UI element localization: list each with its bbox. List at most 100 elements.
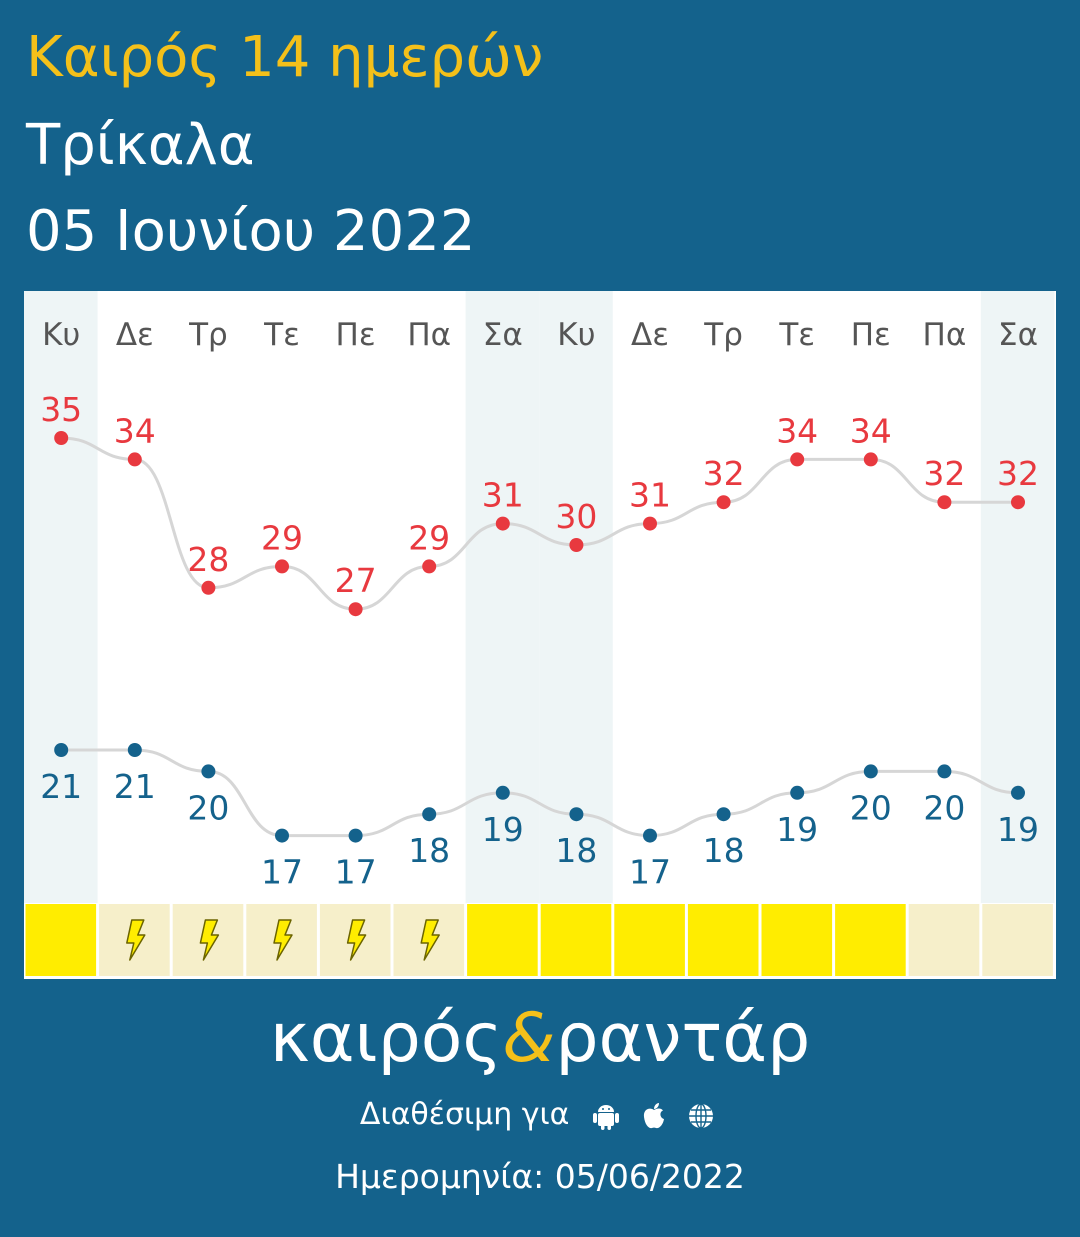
low-temp-label: 17 bbox=[629, 853, 671, 892]
weekend-band bbox=[465, 291, 540, 903]
low-temp-label: 20 bbox=[850, 788, 892, 827]
high-temp-label: 28 bbox=[187, 540, 229, 579]
weather-cell-sun bbox=[687, 904, 759, 976]
day-label: Πα bbox=[407, 317, 451, 353]
thunder-icon bbox=[126, 919, 146, 961]
low-temp-point bbox=[201, 764, 216, 779]
high-temp-point bbox=[422, 559, 437, 574]
high-temp-point bbox=[790, 452, 805, 467]
low-temp-label: 18 bbox=[555, 831, 597, 870]
footer-date: Ημερομηνία: 05/06/2022 bbox=[335, 1157, 745, 1196]
page-title: Καιρός 14 ημερών bbox=[26, 25, 544, 90]
low-temp-label: 19 bbox=[997, 810, 1039, 849]
low-temp-label: 17 bbox=[335, 853, 377, 892]
day-label: Πε bbox=[851, 317, 891, 353]
high-temp-label: 35 bbox=[40, 390, 82, 429]
weather-cell-sun bbox=[835, 904, 906, 976]
high-temp-label: 34 bbox=[114, 411, 156, 450]
weekend-band bbox=[24, 291, 98, 903]
high-temp-label: 29 bbox=[261, 518, 303, 557]
low-temp-point bbox=[422, 807, 437, 822]
low-temp-point bbox=[643, 828, 657, 843]
low-temp-label: 18 bbox=[703, 831, 745, 870]
high-temp-point bbox=[54, 431, 69, 445]
high-temp-label: 32 bbox=[923, 454, 965, 493]
day-label: Τρ bbox=[703, 317, 743, 353]
high-temp-point bbox=[495, 516, 510, 531]
low-temp-label: 21 bbox=[40, 767, 82, 806]
high-temp-point bbox=[127, 452, 142, 467]
forecast-chart: Κυ Δε Τρ Τε Πε Πα Σα Κυ Δε Τρ Τε Πε Πα Σα 35 34 28 29 27 29… bbox=[24, 291, 1056, 979]
low-temp-point bbox=[348, 828, 363, 843]
high-temp-point bbox=[275, 559, 289, 574]
low-temp-point bbox=[937, 764, 952, 779]
high-temp-label: 31 bbox=[629, 476, 671, 515]
high-temp-label: 32 bbox=[703, 454, 745, 493]
low-temp-line bbox=[61, 748, 1019, 838]
high-temp-point bbox=[643, 516, 657, 531]
low-temp-label: 21 bbox=[114, 767, 156, 806]
thunder-icon bbox=[273, 919, 293, 961]
high-temp-label: 32 bbox=[997, 454, 1039, 493]
high-temp-point bbox=[937, 495, 952, 510]
apple-icon[interactable] bbox=[639, 1101, 669, 1131]
low-temp-label: 18 bbox=[408, 831, 450, 870]
day-label: Κυ bbox=[42, 317, 80, 353]
day-label: Κυ bbox=[557, 317, 595, 353]
low-temp-point bbox=[127, 743, 142, 757]
low-temp-point bbox=[716, 807, 731, 822]
weekend-band bbox=[539, 291, 613, 903]
day-label: Δε bbox=[631, 317, 669, 353]
low-temp-point bbox=[863, 764, 878, 779]
thunder-icon bbox=[346, 919, 367, 961]
day-label: Πε bbox=[336, 317, 376, 353]
day-label: Τε bbox=[263, 317, 300, 353]
day-label: Πα bbox=[923, 317, 967, 353]
city-name: Τρίκαλα bbox=[26, 113, 255, 178]
brand-right: ραντάρ bbox=[555, 999, 811, 1078]
high-temp-point bbox=[863, 452, 878, 467]
low-temp-point bbox=[495, 785, 510, 800]
forecast-chart-svg: Κυ Δε Τρ Τε Πε Πα Σα Κυ Δε Τρ Τε Πε Πα Σα 35 34 28 29 27 29… bbox=[24, 291, 1055, 976]
thunder-icon bbox=[199, 919, 220, 961]
weather-cell-sun bbox=[540, 904, 612, 976]
low-temp-point bbox=[275, 828, 289, 843]
low-temp-label: 20 bbox=[923, 788, 965, 827]
brand-left: καιρός bbox=[269, 999, 503, 1078]
day-label: Σα bbox=[483, 317, 523, 353]
high-temp-label: 34 bbox=[850, 411, 892, 450]
high-temp-label: 34 bbox=[776, 411, 818, 450]
day-label: Τρ bbox=[188, 317, 228, 353]
brand-ampersand: & bbox=[502, 999, 556, 1078]
day-label: Τε bbox=[778, 317, 815, 353]
day-label: Δε bbox=[116, 317, 154, 353]
weather-cell-pale bbox=[908, 904, 980, 976]
forecast-date: 05 Ιουνίου 2022 bbox=[26, 199, 476, 264]
high-temp-label: 27 bbox=[335, 561, 377, 600]
weather-cell-sun bbox=[614, 904, 685, 976]
weather-cell-sun bbox=[467, 904, 538, 976]
weather-cell-sun bbox=[761, 904, 833, 976]
globe-icon[interactable] bbox=[686, 1101, 716, 1131]
high-temp-point bbox=[1011, 495, 1025, 510]
day-label: Σα bbox=[998, 317, 1038, 353]
android-icon[interactable] bbox=[591, 1101, 621, 1131]
availability-row: Διαθέσιμη για bbox=[0, 1100, 1080, 1131]
low-temp-label: 19 bbox=[776, 810, 818, 849]
high-temp-point bbox=[201, 580, 216, 595]
high-temp-point bbox=[716, 495, 731, 510]
weekend-band bbox=[980, 291, 1055, 903]
high-temp-label: 31 bbox=[482, 476, 524, 515]
low-temp-point bbox=[569, 807, 584, 822]
high-temp-point bbox=[348, 602, 363, 617]
low-temp-point bbox=[1011, 785, 1025, 800]
brand-logo: καιρός&ραντάρ bbox=[0, 1005, 1080, 1073]
high-temp-label: 30 bbox=[555, 497, 597, 536]
weather-cell-sun bbox=[25, 904, 97, 976]
thunder-icon bbox=[420, 919, 440, 961]
low-temp-label: 17 bbox=[261, 853, 303, 892]
low-temp-label: 20 bbox=[187, 788, 229, 827]
high-temp-point bbox=[569, 538, 584, 552]
low-temp-point bbox=[54, 743, 69, 757]
low-temp-point bbox=[790, 785, 805, 800]
